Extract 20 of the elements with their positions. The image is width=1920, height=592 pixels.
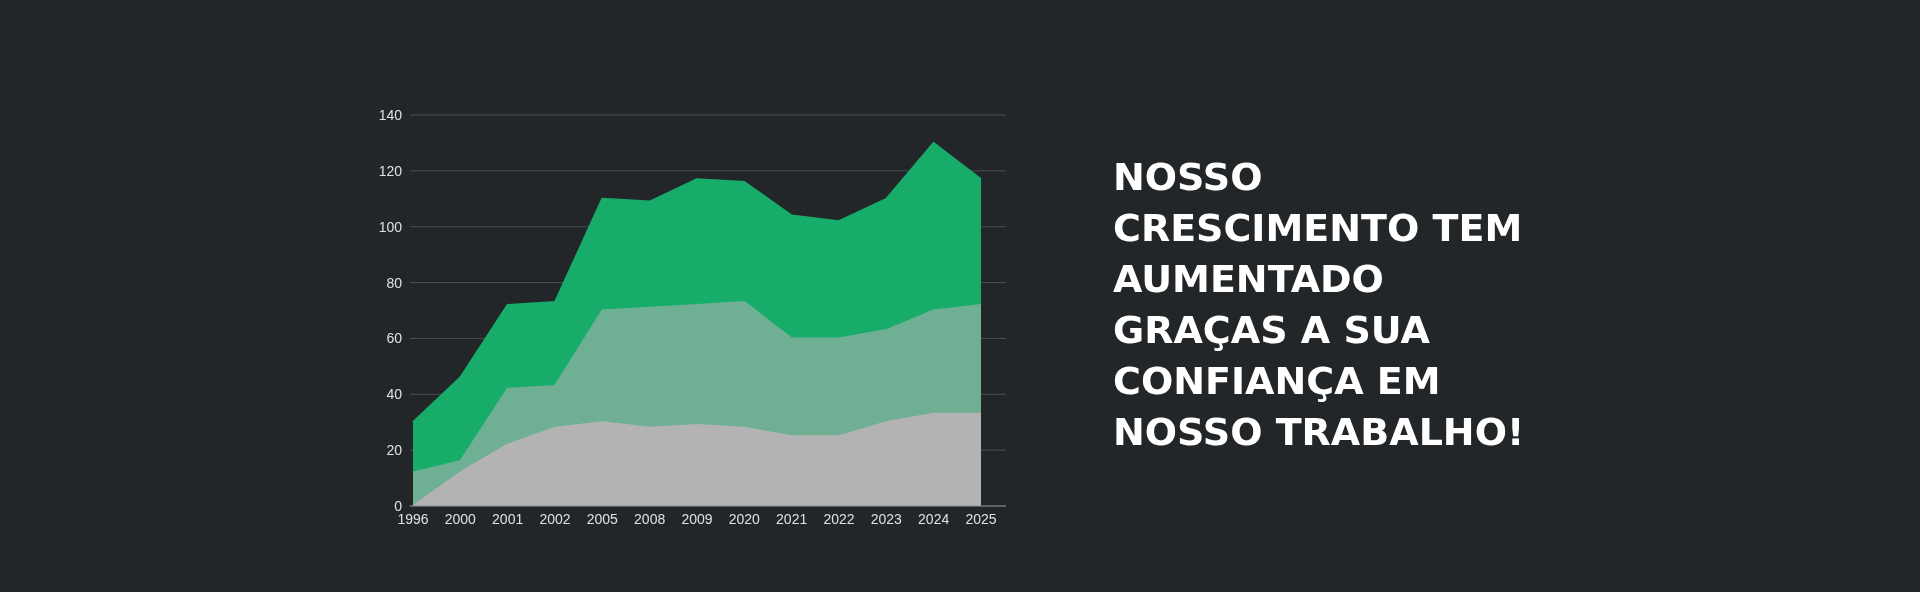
x-tick-label: 2024 [918, 510, 950, 527]
y-tick-label: 60 [386, 330, 403, 347]
x-tick-label: 2020 [728, 510, 761, 527]
text: NOSSO CRESCIMENTO TEM AUMENTADO GRAÇAS A SUA CONFIANÇA EM NOSSO TRABALHO! [1113, 154, 1525, 456]
x-tick-label: 2008 [634, 510, 666, 527]
x-tick-label: 2000 [444, 510, 477, 527]
y-tick-label: 20 [386, 442, 403, 459]
y-tick-label: 140 [378, 106, 403, 123]
x-tick-label: 2021 [776, 510, 808, 527]
x-tick-label: 2009 [681, 510, 713, 527]
x-tick-label: 2025 [965, 510, 997, 527]
x-tick-label: 2023 [870, 510, 903, 527]
y-tick-label: 120 [378, 162, 403, 179]
x-tick-label: 2022 [823, 510, 855, 527]
x-tick-label: 2002 [539, 510, 571, 527]
y-tick-label: 40 [386, 386, 403, 403]
y-tick-label: 100 [378, 218, 403, 235]
x-tick-label: 2001 [492, 510, 524, 527]
x-tick-label: 2005 [586, 510, 619, 527]
y-tick-label: 80 [386, 274, 403, 291]
